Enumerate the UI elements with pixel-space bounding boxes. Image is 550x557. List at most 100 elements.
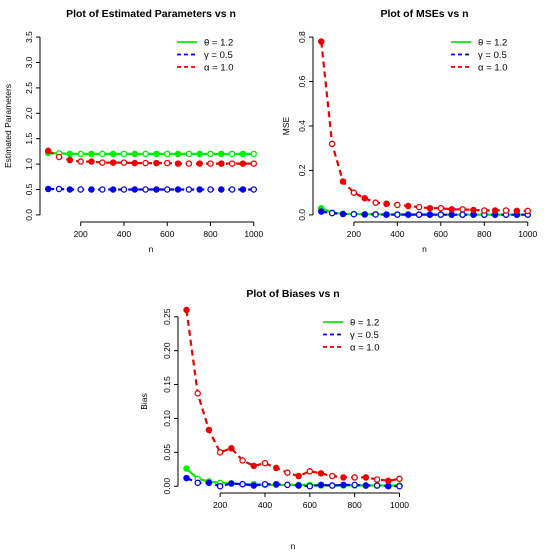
params-x-tick-label: 1000	[244, 229, 263, 239]
mse-series-alpha-point	[339, 178, 347, 185]
bias-series-gamma-point	[317, 481, 325, 489]
bias-x-tick-label: 800	[348, 500, 362, 510]
mse-y-tick-label: 0.0	[297, 209, 307, 221]
bias-series-gamma-point	[362, 482, 370, 489]
params-x-tick-label: 200	[74, 229, 88, 239]
mse-series-alpha-point	[328, 140, 336, 148]
bias-series-alpha-point	[284, 469, 291, 476]
bias-legend-label-alpha: α = 1.0	[350, 343, 380, 354]
mse-x-tick-label: 600	[434, 229, 448, 239]
bias-y-tick-label: 0.20	[162, 342, 172, 359]
bias-series-gamma-point	[194, 479, 201, 487]
mse-y-tick-label: 0.6	[297, 75, 307, 87]
params-series-alpha-point	[109, 159, 117, 166]
params-series-gamma-point	[44, 185, 52, 193]
mse-series-alpha-point	[372, 199, 379, 206]
bias-series-gamma-point	[228, 480, 235, 487]
mse-series-alpha-point	[350, 189, 358, 196]
params-series-theta-point	[218, 150, 225, 158]
bias-x-label: n	[291, 541, 296, 551]
params-series-theta-point	[153, 150, 160, 158]
params-series-gamma-point	[250, 186, 258, 193]
params-series-theta-point	[77, 150, 84, 158]
mse-x-tick-label: 800	[477, 229, 491, 239]
mse-series-alpha-point	[459, 206, 466, 213]
params-series-alpha-point	[120, 159, 128, 166]
params-y-tick-label: 2.5	[24, 82, 34, 94]
params-series-gamma-point	[66, 186, 74, 193]
bias-series-gamma-point	[250, 482, 258, 489]
bias-series-gamma-point	[373, 482, 381, 489]
params-series-alpha-point	[228, 160, 236, 167]
mse-series-alpha-point	[318, 38, 325, 45]
params-series-alpha-point	[99, 159, 106, 166]
mse-series-gamma-point	[448, 211, 455, 218]
bias-series-gamma-point	[205, 479, 213, 487]
params-series-theta-point	[109, 150, 117, 158]
params-y-tick-label: 2.0	[24, 107, 34, 119]
params-series-gamma-point	[131, 186, 139, 193]
params-series-theta-point	[66, 150, 74, 158]
params-series-theta-point	[131, 150, 139, 158]
bias-series-alpha-point	[194, 390, 201, 397]
params-x-tick-label: 600	[160, 229, 174, 239]
bias-series-gamma-point	[340, 481, 347, 489]
params-y-tick-label: 1.0	[24, 158, 34, 170]
mse-series-gamma-point	[350, 210, 358, 218]
mse-x-tick-label: 1000	[518, 229, 537, 239]
params-series-gamma-point	[142, 186, 149, 193]
params-series-theta-point	[228, 150, 236, 158]
params-series-alpha-point	[218, 160, 225, 167]
mse-y-label: MSE	[281, 116, 291, 135]
params-series-theta-point	[120, 150, 128, 158]
params-series-alpha-point	[77, 158, 84, 165]
params-series-alpha-point	[207, 160, 214, 167]
bias-series-gamma-point	[396, 482, 403, 490]
params-series-gamma-point	[153, 186, 160, 193]
params-series-gamma-point	[120, 186, 128, 193]
params-series-alpha-point	[163, 159, 171, 167]
mse-legend-label-alpha: α = 1.0	[478, 63, 508, 74]
bias-series-alpha-point	[306, 468, 314, 475]
mse-legend-label-gamma: γ = 0.5	[478, 50, 507, 61]
mse-series-gamma-point	[459, 211, 466, 218]
params-series-gamma-point	[239, 186, 247, 193]
params-series-theta-point	[99, 150, 106, 158]
mse-series-alpha-point	[437, 204, 445, 212]
bias-series-alpha-point	[362, 474, 370, 481]
params-series-theta-point	[88, 150, 95, 158]
params-series-gamma-point	[196, 186, 203, 193]
bias-series-alpha-point	[183, 306, 190, 314]
params-series-theta-point	[250, 150, 258, 158]
params-series-alpha-point	[55, 153, 63, 161]
bias-x-tick-label: 200	[213, 500, 227, 510]
mse-series-gamma-point	[437, 211, 445, 218]
params-series-alpha-point	[185, 160, 193, 167]
params-series-alpha-point	[250, 160, 258, 167]
mse-x-tick-label: 200	[347, 229, 361, 239]
params-series-alpha-point	[153, 159, 160, 167]
bias-series-alpha-point	[205, 426, 213, 434]
mse-series-gamma-point	[339, 210, 347, 218]
bias-legend-label-theta: θ = 1.2	[350, 318, 379, 329]
params-series-gamma-point	[207, 186, 214, 193]
params-series-gamma-point	[109, 186, 117, 193]
params-series-gamma-point	[99, 186, 106, 193]
mse-series-gamma-point	[404, 211, 412, 218]
bias-y-tick-label: 0.25	[162, 308, 172, 325]
bias-series-gamma-point	[306, 482, 314, 490]
bias-series-gamma-point	[261, 480, 269, 488]
bias-series-alpha-point	[250, 462, 258, 470]
mse-x-label: n	[422, 244, 427, 254]
params-y-tick-label: 0.5	[24, 183, 34, 195]
params-series-theta-point	[207, 150, 214, 158]
bias-y-tick-label: 0.00	[162, 478, 172, 495]
params-legend-label-alpha: α = 1.0	[204, 63, 234, 74]
bias-series-alpha-point	[272, 464, 280, 472]
mse-series-alpha-point	[448, 206, 455, 213]
bias-x-tick-label: 400	[258, 500, 272, 510]
bias-series-gamma-point	[295, 482, 302, 489]
params-x-label: n	[149, 244, 154, 254]
params-series-gamma-point	[88, 186, 95, 193]
